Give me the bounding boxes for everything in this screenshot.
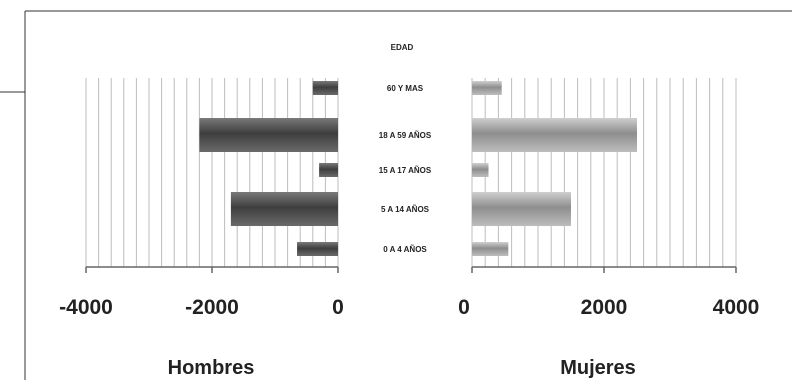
chart-title: EDAD [391, 43, 414, 52]
tick-labels: -4000 -2000 0 0 2000 4000 [59, 296, 759, 319]
x-axis-label-mujeres: Mujeres [560, 357, 636, 379]
x-tick-label-mujeres: 4000 [713, 296, 760, 319]
bars-mujeres [472, 81, 637, 256]
category-labels: 60 Y MAS 18 A 59 AÑOS 15 A 17 AÑOS 5 A 14 A… [379, 84, 432, 254]
category-label: 18 A 59 AÑOS [379, 131, 432, 140]
grid-right [471, 78, 737, 267]
bars-hombres [199, 81, 338, 256]
bar-mujeres [472, 192, 571, 226]
bar-hombres [297, 242, 338, 256]
x-tick-label-mujeres: 0 [458, 296, 470, 319]
category-label: 60 Y MAS [387, 84, 424, 93]
x-tick-label-hombres: 0 [332, 296, 344, 319]
bar-hombres [230, 192, 338, 226]
category-label: 15 A 17 AÑOS [379, 166, 432, 175]
x-axis-label-hombres: Hombres [168, 357, 255, 379]
bar-mujeres [472, 163, 489, 177]
bar-hombres [319, 163, 338, 177]
bar-hombres [312, 81, 338, 95]
grid-left [85, 78, 339, 267]
x-tick-label-hombres: -2000 [185, 296, 239, 319]
bar-mujeres [472, 118, 637, 152]
bar-mujeres [472, 242, 509, 256]
bar-mujeres [472, 81, 502, 95]
x-tick-label-mujeres: 2000 [581, 296, 628, 319]
category-label: 0 A 4 AÑOS [383, 245, 427, 254]
bar-hombres [199, 118, 338, 152]
x-tick-label-hombres: -4000 [59, 296, 113, 319]
category-label: 5 A 14 AÑOS [381, 205, 430, 214]
axes [85, 266, 737, 273]
